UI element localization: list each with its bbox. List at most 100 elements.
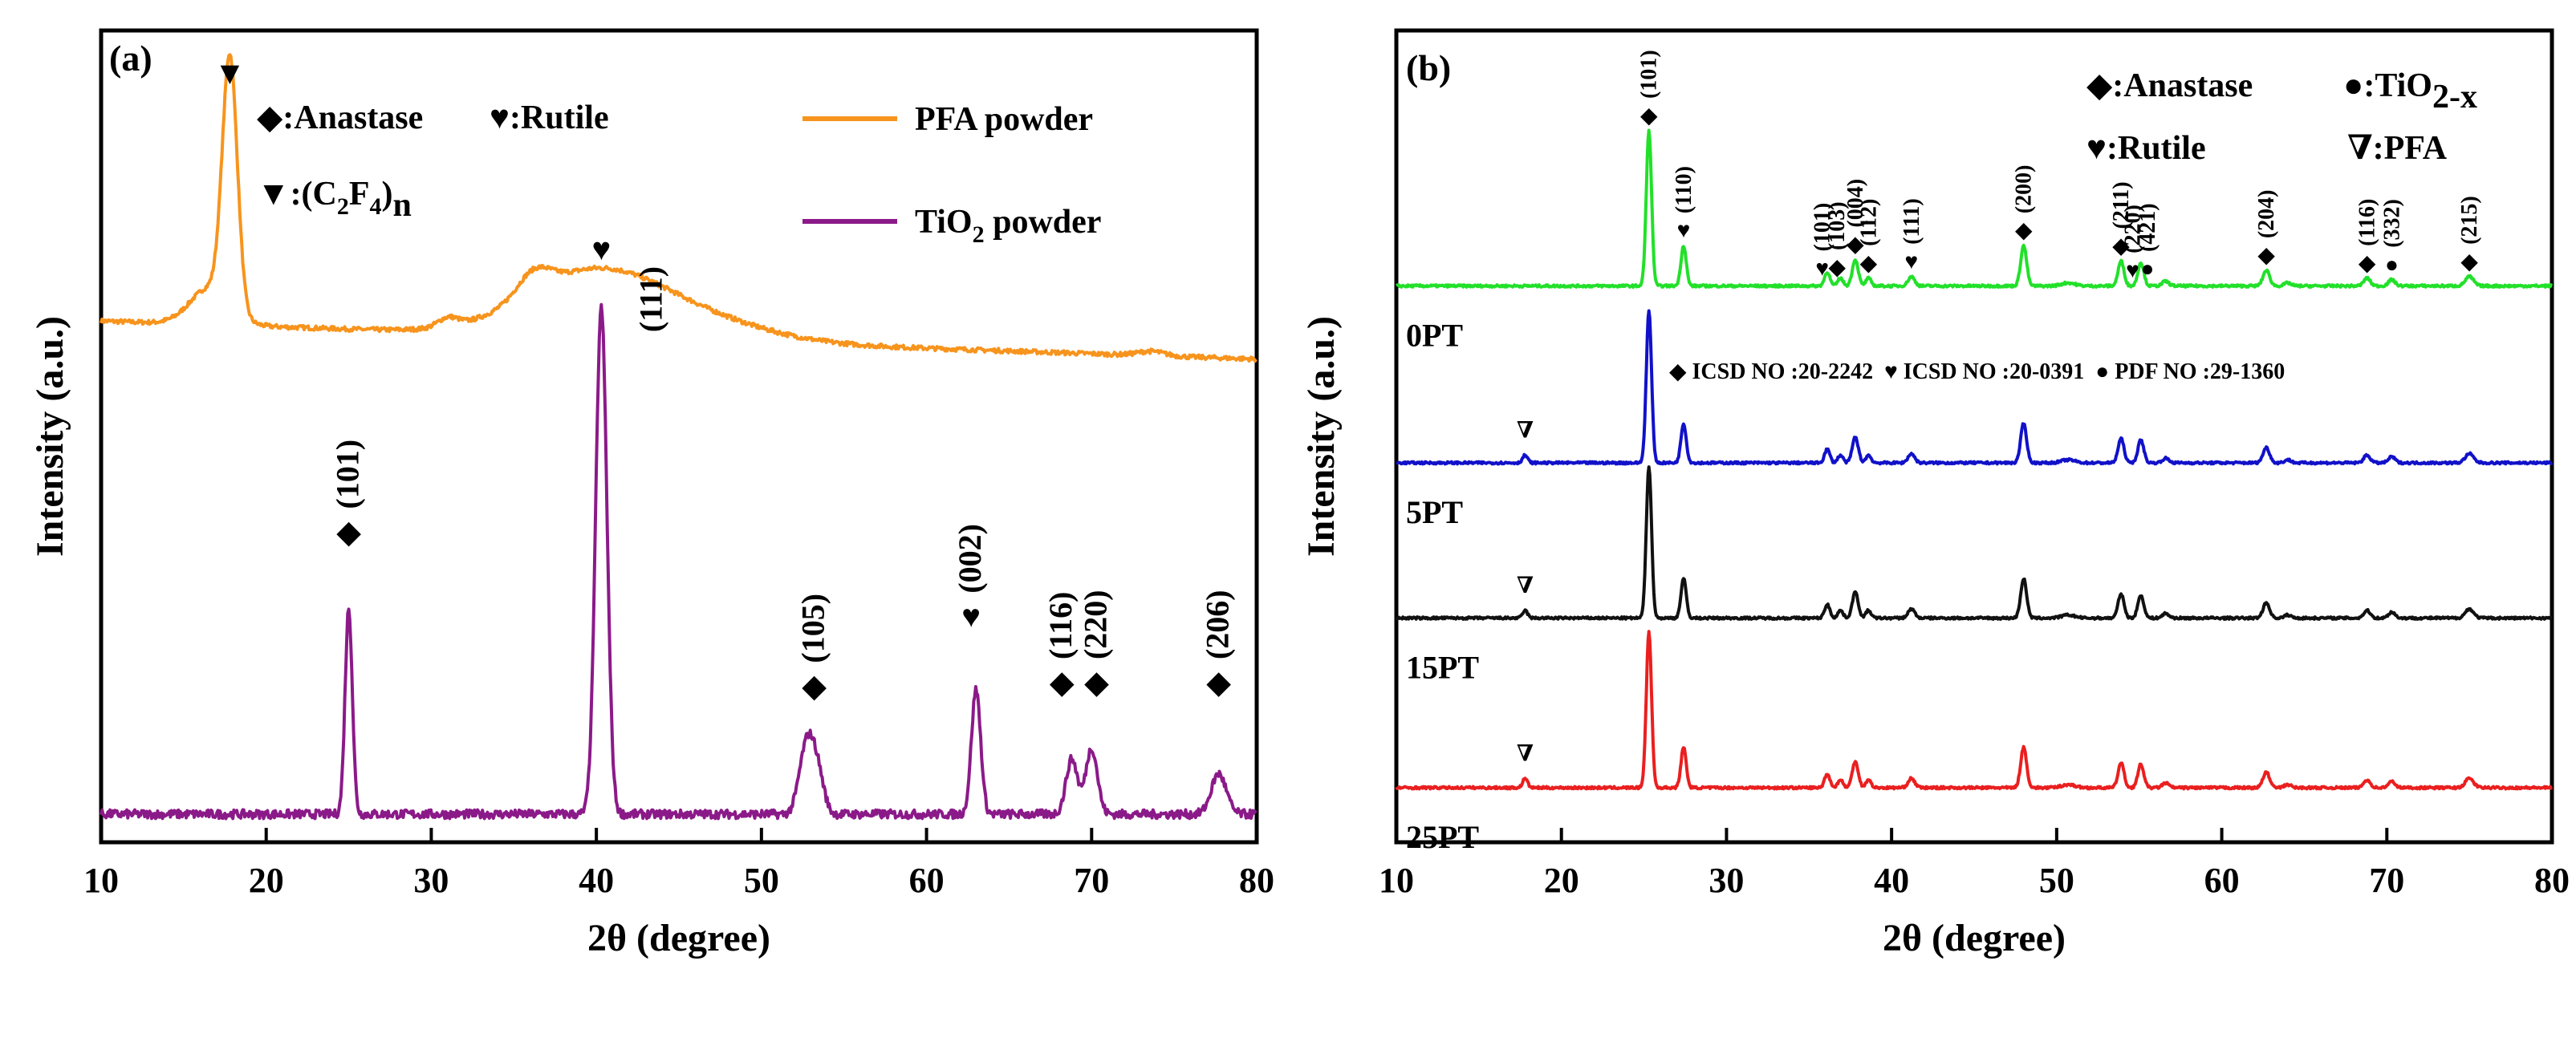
pfa-marker-15pt: ∇: [1517, 574, 1534, 598]
peak-label-b-12: (116): [2355, 199, 2380, 246]
x-tick-label-10: 10: [1379, 861, 1414, 900]
peak-marker-b-1: ♥: [1677, 218, 1691, 243]
peak-marker-a-2: ♥: [591, 231, 611, 267]
series-line-15pt: [1395, 465, 2553, 621]
panel-b-sample-labels: 0PT 5PT 15PT 25PT: [1406, 318, 1479, 856]
x-tick-label-30: 30: [413, 861, 449, 900]
x-tick-label-70: 70: [1074, 861, 1109, 900]
tio2-rest: powder: [985, 204, 1102, 241]
peak-marker-b-14: ◆: [2460, 249, 2478, 274]
x-tick-label-10: 10: [83, 861, 119, 900]
peak-marker-a-3: ◆: [802, 668, 827, 704]
panel-a-x-tick-labels: 10 20 30 40 50 60 70 80: [83, 861, 1274, 900]
series-line-tio2: [100, 302, 1258, 821]
panel-a-frame: [99, 28, 1259, 845]
peak-label-b-11: (204): [2254, 189, 2279, 238]
peak-label-b-6: (111): [1899, 198, 1924, 245]
panel-b-legend-tio2x: ●:TiO2-x: [2343, 67, 2477, 116]
peak-marker-b-12: ◆: [2359, 251, 2376, 276]
tio2-base: TiO: [915, 204, 973, 241]
peak-label-b-9: (220): [2120, 205, 2145, 253]
series-line-25pt: [1395, 630, 2554, 791]
peak-label-b-8: (211): [2109, 181, 2134, 229]
peak-marker-a-4: ♥: [961, 598, 981, 635]
panel-b-x-ticks: [1395, 828, 2554, 842]
x-tick-label-70: 70: [2369, 861, 2404, 900]
tio2-sub: 2: [973, 221, 985, 248]
peak-marker-b-13: ●: [2385, 253, 2399, 278]
tio2x-sub: 2-x: [2432, 79, 2477, 116]
panel-a-label: (a): [109, 38, 152, 79]
peak-marker-b-3: ◆: [1828, 255, 1846, 280]
pfa-marker-25pt: ∇: [1517, 741, 1534, 766]
c2f4-subn: n: [393, 187, 412, 224]
peak-label-b-2: (101): [1810, 203, 1835, 252]
panel-a-x-ticks: [100, 828, 1258, 842]
c2f4-sub1: 2: [337, 193, 349, 220]
panel-a-peak-annotations: ▼◆(101)♥(111)◆(105) ♥(002)◆(116)◆(220)◆(2…: [214, 55, 1236, 704]
x-tick-label-60: 60: [909, 861, 945, 900]
x-tick-label-80: 80: [1239, 861, 1274, 900]
legend-label-tio2: TiO2 powder: [915, 204, 1101, 248]
x-tick-label-60: 60: [2204, 861, 2240, 900]
panel-a-legend-anatase: ◆:Anastase: [257, 99, 423, 136]
c2f4-symbol: ▼:(C: [257, 176, 337, 213]
peak-marker-a-5: ◆: [1050, 664, 1075, 700]
peak-label-b-4: (004): [1843, 179, 1868, 228]
peak-label-b-7: (200): [2012, 165, 2037, 214]
x-tick-label-20: 20: [1544, 861, 1579, 900]
sample-label-5pt: 5PT: [1406, 494, 1463, 530]
peak-label-b-1: (110): [1672, 166, 1696, 213]
panel-b-chart: (b) 10 20 30 40 50 60 70 80 ◆ (101) ♥ (110) ♥ (101) ◆…: [1300, 28, 2570, 959]
panel-b-peak-annotations: ◆(101)♥(110)♥(101)◆(103)◆(004)◆(112)♥(11…: [1637, 50, 2482, 283]
panel-b-series: [1395, 128, 2554, 791]
c2f4-close: ): [382, 176, 393, 213]
pfa-marker-5pt: ∇: [1517, 419, 1534, 444]
c2f4-mid: F: [349, 176, 370, 213]
peak-label-a-7: (206): [1200, 590, 1236, 659]
peak-marker-a-0: ▼: [214, 55, 246, 91]
peak-label-b-5: (112): [1856, 199, 1881, 246]
series-line-pfa: [100, 53, 1258, 363]
peak-marker-b-8: ◆: [2112, 234, 2130, 259]
tio2x-symbol: ●:TiO: [2343, 67, 2432, 104]
legend-label-pfa: PFA powder: [915, 101, 1093, 138]
peak-marker-b-5: ◆: [1860, 251, 1878, 276]
peak-label-a-3: (105): [795, 594, 831, 663]
x-tick-label-30: 30: [1709, 861, 1744, 900]
peak-label-b-3: (103): [1825, 201, 1850, 250]
x-tick-label-50: 50: [744, 861, 779, 900]
x-tick-label-80: 80: [2534, 861, 2570, 900]
panel-a-legend-c2f4: ▼:(C2F4)n: [257, 176, 412, 224]
peak-label-b-13: (332): [2379, 199, 2404, 248]
peak-label-b-10: (421): [2135, 203, 2160, 252]
peak-marker-a-6: ◆: [1084, 664, 1109, 700]
panel-b-legend-rutile: ♥:Rutile: [2086, 130, 2206, 167]
panel-b-y-axis-label: Intensity (a.u.): [1300, 316, 1343, 557]
peak-marker-b-0: ◆: [1640, 103, 1658, 128]
series-line-0pt: [1395, 128, 2554, 289]
peak-label-a-4: (002): [952, 524, 988, 594]
peak-label-a-6: (220): [1077, 590, 1113, 659]
x-tick-label-40: 40: [1874, 861, 1909, 900]
panel-b-reference-cards: ◆ ICSD NO :20-2242 ♥ ICSD NO :20-0391 ● …: [1669, 359, 2285, 384]
panel-b-legend-pfa: ∇:PFA: [2347, 130, 2448, 167]
sample-label-25pt: 25PT: [1406, 819, 1479, 855]
peak-label-a-5: (116): [1042, 592, 1079, 659]
peak-marker-b-10: ●: [2141, 257, 2155, 282]
panel-b-pfa-markers: ∇ ∇ ∇: [1517, 419, 1534, 767]
panel-a-y-axis-label: Intensity (a.u.): [29, 316, 71, 557]
peak-label-b-14: (215): [2457, 196, 2482, 245]
peak-marker-b-6: ♥: [1905, 249, 1919, 274]
peak-marker-b-7: ◆: [2015, 218, 2033, 243]
panel-b-label: (b): [1406, 47, 1451, 88]
series-line-5pt: [1396, 309, 2554, 466]
peak-marker-a-1: ◆: [336, 513, 361, 549]
peak-marker-b-2: ♥: [1815, 256, 1829, 281]
peak-marker-a-7: ◆: [1206, 664, 1231, 700]
peak-label-a-1: (101): [330, 440, 366, 509]
peak-marker-b-11: ◆: [2257, 243, 2275, 268]
sample-label-15pt: 15PT: [1406, 650, 1479, 686]
x-tick-label-20: 20: [249, 861, 284, 900]
